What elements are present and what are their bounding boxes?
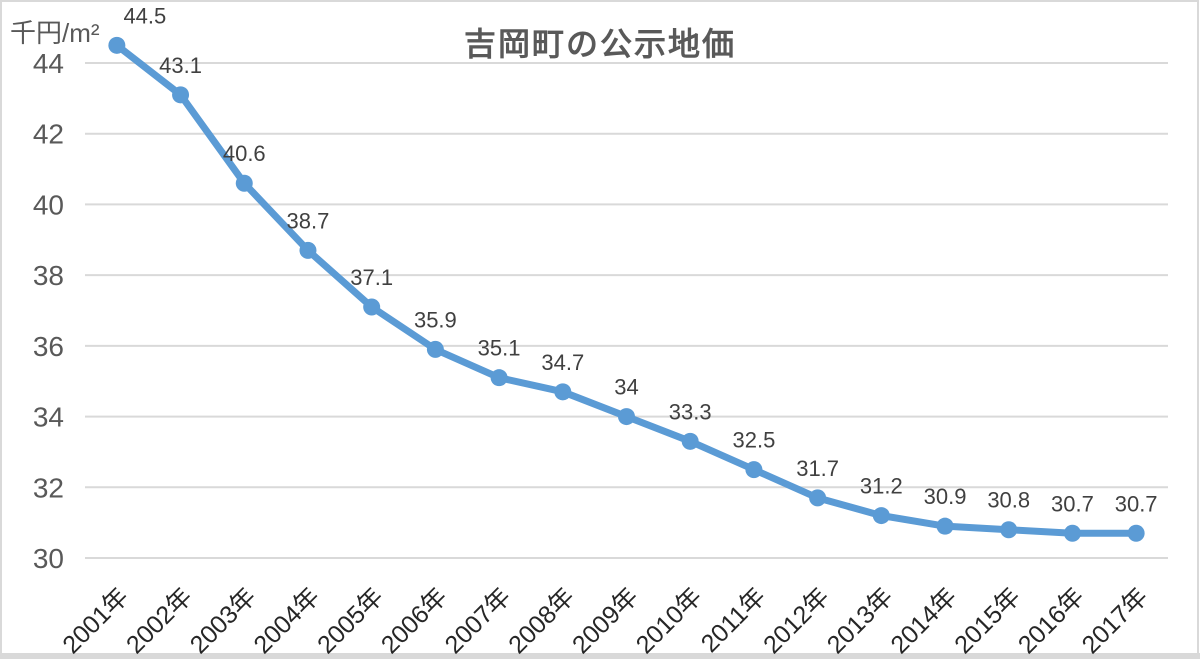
- data-point-marker: [872, 507, 890, 525]
- data-point-marker: [426, 340, 444, 358]
- data-label: 44.5: [123, 3, 166, 28]
- data-label: 40.6: [223, 141, 266, 166]
- y-tick-label: 30: [33, 543, 64, 574]
- data-label: 31.2: [860, 474, 903, 499]
- data-label: 38.7: [287, 208, 330, 233]
- data-label: 34: [614, 375, 638, 400]
- y-tick-label: 38: [33, 260, 64, 291]
- data-point-marker: [1063, 524, 1081, 542]
- y-tick-label: 32: [33, 472, 64, 503]
- y-tick-label: 42: [33, 119, 64, 150]
- y-tick-label: 44: [33, 48, 64, 79]
- data-point-marker: [299, 241, 317, 259]
- data-point-marker: [809, 489, 827, 507]
- data-label: 30.7: [1051, 491, 1094, 516]
- y-tick-label: 34: [33, 402, 64, 433]
- data-point-marker: [108, 36, 126, 54]
- data-label: 33.3: [669, 399, 712, 424]
- data-label: 30.8: [987, 488, 1030, 513]
- data-point-marker: [618, 408, 635, 426]
- y-tick-label: 36: [33, 331, 64, 362]
- data-point-marker: [745, 461, 763, 479]
- data-point-marker: [172, 86, 190, 104]
- data-point-marker: [363, 298, 381, 316]
- data-label: 32.5: [732, 428, 775, 453]
- y-tick-label: 40: [33, 189, 64, 220]
- data-point-marker: [1000, 521, 1018, 539]
- data-point-marker: [1127, 524, 1145, 542]
- data-label: 30.9: [924, 484, 967, 509]
- data-point-marker: [936, 517, 954, 535]
- data-label: 37.1: [350, 265, 393, 290]
- data-point-marker: [490, 369, 508, 387]
- data-label: 35.9: [414, 307, 457, 332]
- data-label: 31.7: [796, 456, 839, 481]
- data-label: 34.7: [541, 350, 584, 375]
- data-point-marker: [235, 174, 253, 192]
- data-label: 30.7: [1115, 491, 1158, 516]
- data-label: 35.1: [478, 336, 521, 361]
- data-point-marker: [681, 432, 699, 450]
- data-label: 43.1: [159, 53, 202, 78]
- data-point-marker: [554, 383, 572, 401]
